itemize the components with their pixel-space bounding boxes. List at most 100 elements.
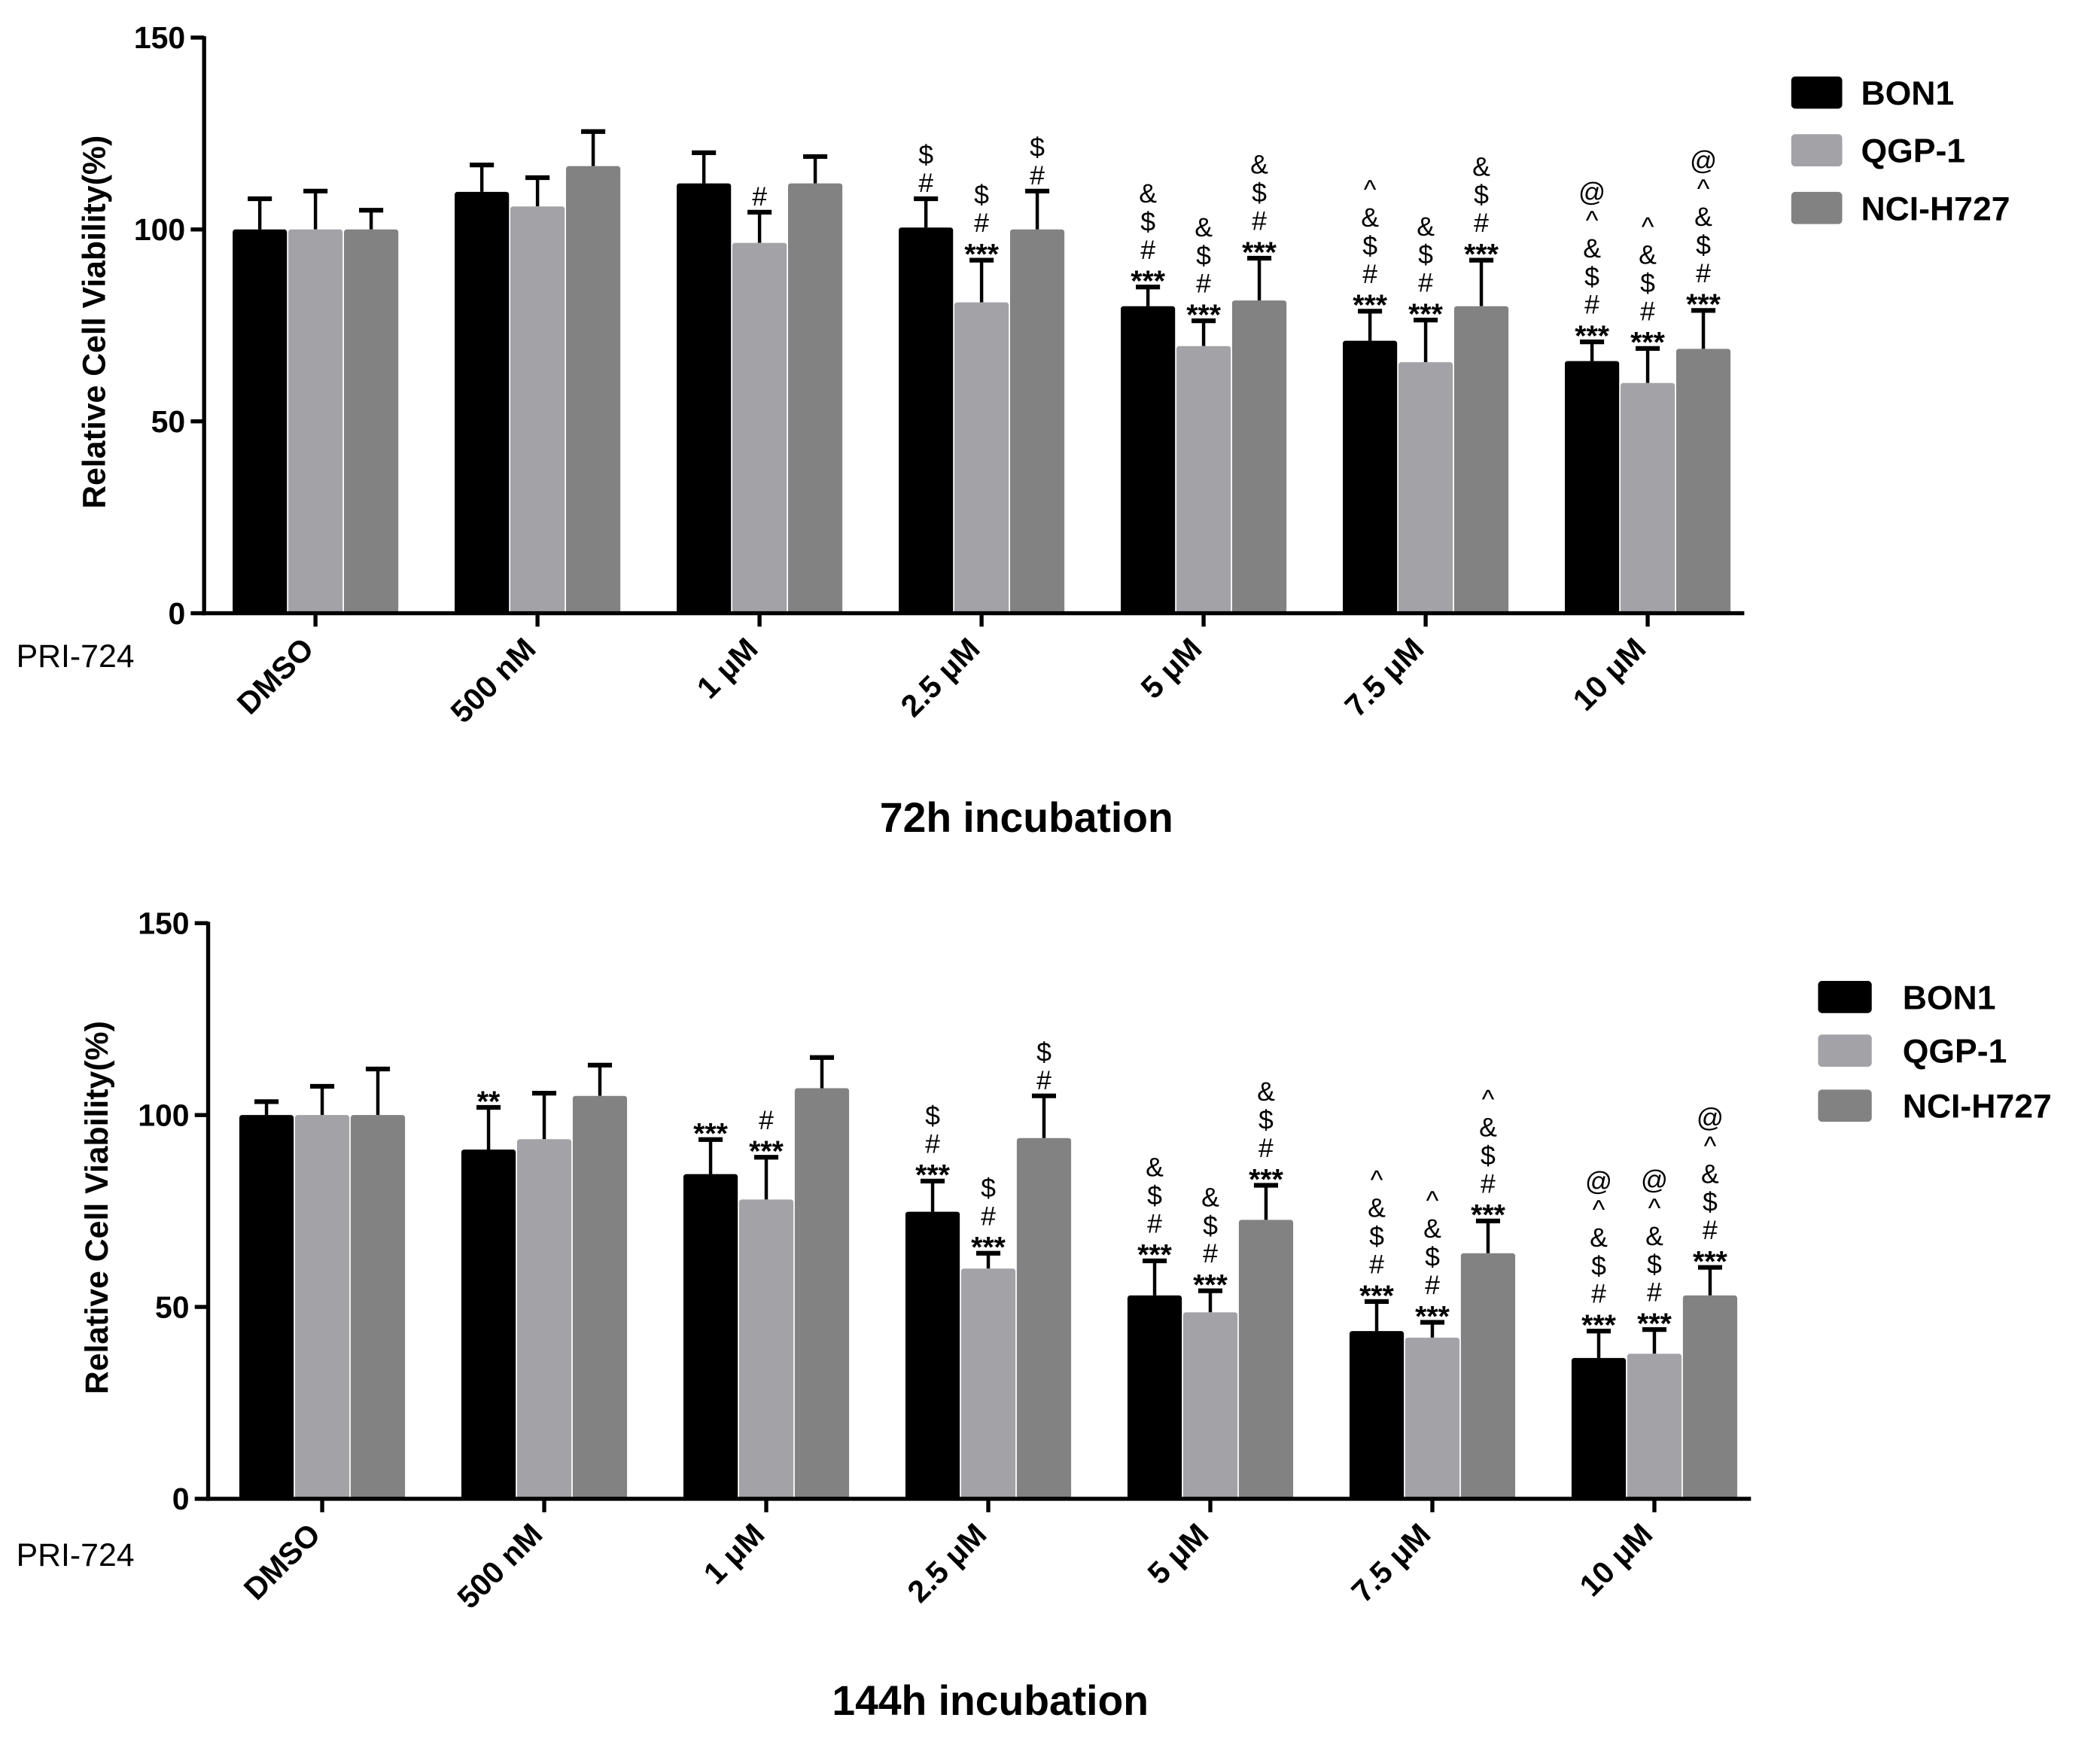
significance-mark: *** [1693,1246,1728,1278]
significance-mark: $ [1147,1180,1162,1211]
significance-mark: # [1481,1168,1496,1198]
significance-mark: & [1368,1193,1386,1223]
x-prefix-label: PRI-724 [17,638,135,675]
significance-mark: ^ [1482,1084,1495,1114]
x-tick-label: 5 μM [1141,1517,1216,1591]
bar-qgp-1 [510,206,565,614]
bar-qgp-1 [294,1115,350,1499]
significance-mark: $ [1036,1037,1052,1067]
significance-mark: # [1036,1065,1052,1095]
significance-mark: & [1479,1113,1497,1143]
significance-mark: # [1147,1208,1162,1238]
significance-mark: $ [1425,1242,1440,1272]
significance-mark: & [1423,1214,1441,1244]
significance-mark: $ [981,1173,996,1203]
significance-mark: # [1030,160,1045,190]
bar-nci-h727 [1231,300,1287,614]
bar-nci-h727 [344,229,399,614]
significance-mark: # [1425,1270,1440,1300]
legend: BON1 QGP-1 NCI-H727 [1818,979,2052,1125]
significance-mark: # [1418,268,1433,298]
significance-mark: ^ [1426,1186,1439,1216]
significance-mark: # [1640,296,1655,326]
significance-mark: *** [1581,1310,1617,1342]
significance-mark: # [1258,1133,1274,1163]
significance-mark: *** [1249,1164,1284,1196]
bar-nci-h727 [794,1088,850,1499]
legend-label: NCI-H727 [1903,1089,2052,1125]
bar-qgp-1 [954,302,1009,614]
y-tick-label: 150 [138,906,189,941]
bar-bon1 [683,1174,738,1499]
significance-mark: # [759,1105,774,1135]
bar-nci-h727 [1675,349,1731,614]
significance-mark: # [1591,1279,1606,1309]
significance-mark: # [1369,1249,1384,1279]
significance-mark: @ [1578,177,1605,207]
significance-mark: # [1140,235,1155,265]
bar-qgp-1 [1405,1337,1460,1499]
legend-label: QGP-1 [1861,133,1965,170]
bar-bon1 [239,1115,294,1499]
significance-mark: # [918,168,933,198]
bar-bon1 [1343,340,1398,614]
significance-mark: $ [1369,1221,1384,1251]
significance-mark: ^ [1642,212,1654,242]
x-tick-label: 7.5 μM [1338,631,1431,723]
significance-mark: # [1584,290,1599,320]
significance-mark: # [1703,1215,1718,1245]
legend-label: BON1 [1903,979,1996,1016]
significance-mark: @ [1697,1102,1724,1132]
x-tick-label: 10 μM [1573,1517,1660,1603]
significance-mark: $ [918,140,933,170]
significance-mark: & [1146,1153,1164,1183]
x-tick-label: 5 μM [1134,631,1209,705]
legend-label: QGP-1 [1903,1034,2007,1071]
bar-nci-h727 [1460,1253,1516,1499]
legend-swatch-bon1 [1818,980,1872,1013]
significance-mark: $ [1362,231,1377,261]
significance-mark: *** [1359,1280,1395,1312]
bar-bon1 [1564,361,1620,614]
significance-mark: ^ [1364,175,1377,205]
significance-mark: $ [1696,230,1711,260]
significance-mark: $ [1196,240,1211,270]
significance-mark: $ [1481,1141,1496,1171]
x-tick-label: 10 μM [1566,631,1653,717]
significance-mark: *** [964,239,1000,271]
bar-qgp-1 [960,1268,1016,1499]
significance-mark: ^ [1593,1194,1605,1224]
legend-swatch-qgp-1 [1818,1034,1872,1067]
x-tick-label: 2.5 μM [894,631,987,723]
significance-mark: $ [925,1101,940,1131]
bar-bon1 [905,1211,960,1499]
x-tick-label: 1 μM [690,631,765,705]
significance-mark: $ [1474,180,1489,210]
significance-mark: *** [1242,236,1277,269]
bar-qgp-1 [1176,346,1231,614]
significance-mark: # [1647,1278,1662,1308]
bar-nci-h727 [1682,1295,1738,1499]
bar-qgp-1 [738,1199,794,1499]
significance-mark: *** [749,1136,784,1168]
significance-mark: *** [1686,289,1721,321]
chart-panel-2: ********#$***#$&***#$&^***#$&^@***#***#$… [17,906,2052,1724]
chart-panel-1: #$***#$&***#$&^***#$&^@#***#$***#$&***#$… [17,20,2010,841]
significance-mark: # [1362,259,1377,289]
significance-mark: @ [1690,145,1717,175]
significance-mark: $ [1258,1105,1274,1135]
legend-swatch-qgp-1 [1791,134,1843,167]
significance-mark: & [1472,151,1490,181]
x-prefix-label: PRI-724 [17,1537,135,1573]
chart-title: 72h incubation [880,794,1173,841]
bar-bon1 [1349,1331,1405,1499]
significance-mark: $ [1252,178,1267,208]
significance-mark: *** [693,1118,729,1150]
legend-label: NCI-H727 [1861,190,2010,227]
x-tick-label: 2.5 μM [901,1517,994,1610]
significance-mark: # [1196,269,1211,299]
significance-mark: *** [1464,239,1499,271]
legend: BON1 QGP-1 NCI-H727 [1791,75,2010,227]
significance-mark: & [1701,1159,1719,1189]
